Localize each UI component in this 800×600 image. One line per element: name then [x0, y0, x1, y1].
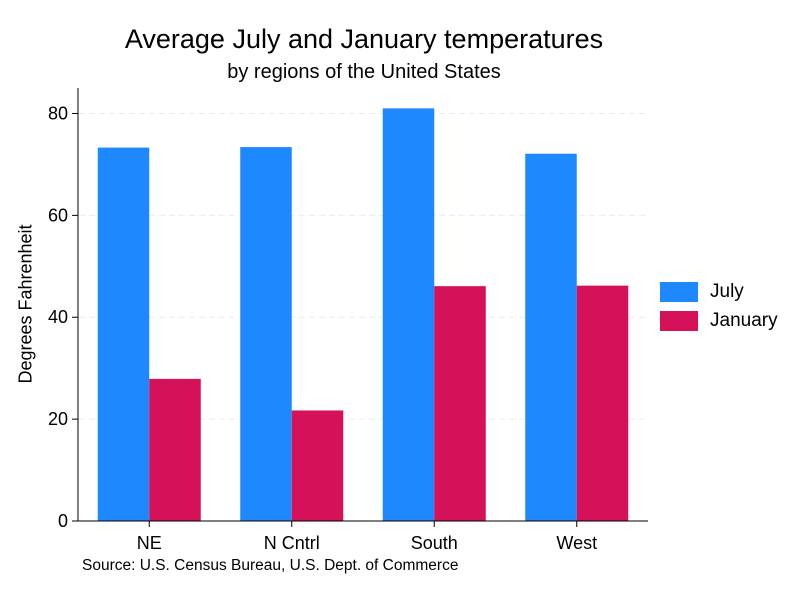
bar-january-west: [576, 285, 629, 521]
y-tick-label: 40: [48, 307, 68, 327]
legend: July January: [660, 280, 778, 338]
x-tick-label: N Cntrl: [264, 533, 320, 553]
bar-july-n-cntrl: [240, 147, 292, 521]
legend-swatch-january: [660, 311, 698, 331]
x-tick-label: South: [411, 533, 458, 553]
bar-july-ne: [97, 147, 150, 521]
x-tick-label: West: [556, 533, 597, 553]
bar-july-south: [382, 108, 435, 522]
chart-title: Average July and January temperatures: [124, 24, 604, 54]
legend-swatch-july: [660, 282, 698, 302]
chart-subtitle: by regions of the United States: [227, 61, 501, 83]
source-note: Source: U.S. Census Bureau, U.S. Dept. o…: [82, 557, 459, 574]
y-tick-label: 20: [48, 409, 68, 429]
bar-july-west: [525, 153, 577, 521]
bar-january-n-cntrl: [291, 410, 344, 521]
legend-label-january: January: [710, 310, 778, 331]
legend-item-july: July: [660, 280, 778, 304]
legend-label-july: July: [710, 281, 744, 302]
y-tick-label: 60: [48, 205, 68, 225]
x-tick-label: NE: [137, 533, 162, 553]
y-tick-label: 80: [48, 103, 68, 123]
y-tick-label: 0: [58, 511, 68, 531]
legend-item-january: January: [660, 309, 778, 333]
bar-january-ne: [149, 378, 201, 521]
bar-january-south: [434, 286, 486, 521]
